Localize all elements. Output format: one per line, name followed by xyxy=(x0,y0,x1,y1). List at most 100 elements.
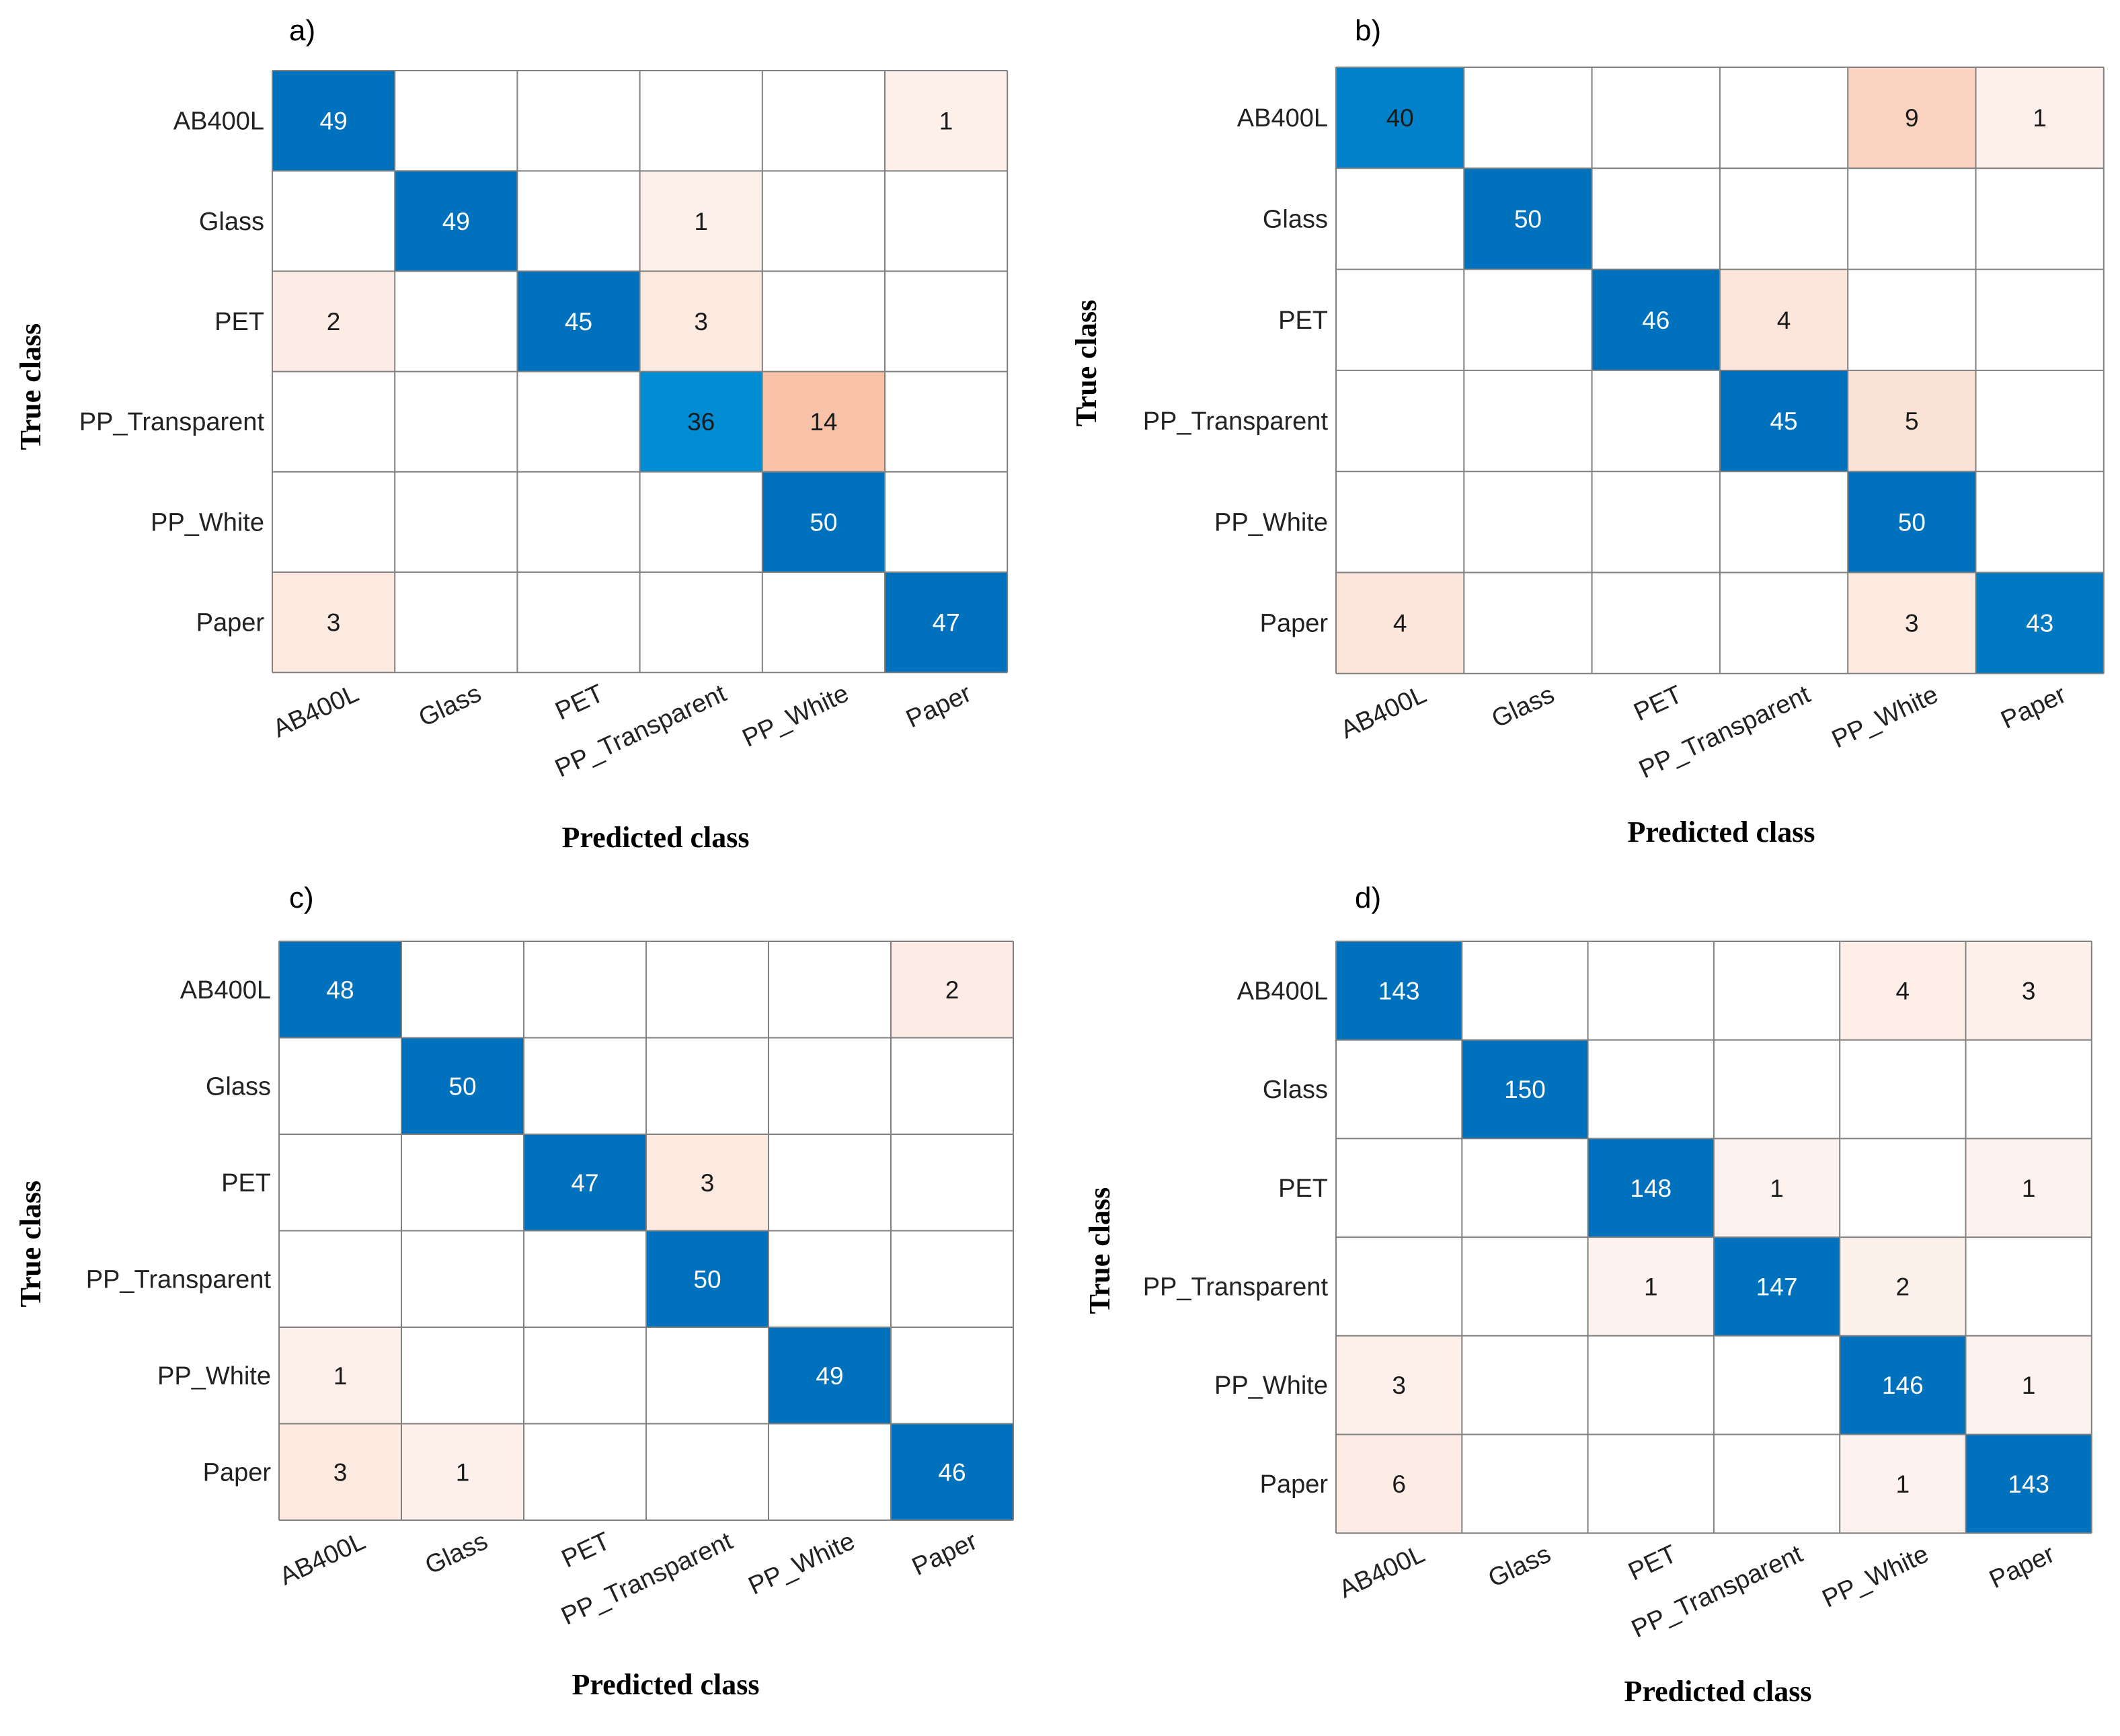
matrix-cell xyxy=(1336,67,1464,169)
matrix-cell xyxy=(1848,572,1976,674)
cell-value-label: 2 xyxy=(1896,1273,1910,1300)
matrix-cell xyxy=(1587,1039,1714,1139)
matrix-cell xyxy=(1719,168,1848,270)
matrix-cell xyxy=(639,371,762,472)
matrix-cell xyxy=(1975,269,2104,370)
x-tick-label: PP_White xyxy=(1818,1540,1933,1613)
cell-value-label: 147 xyxy=(1756,1273,1798,1300)
matrix-cell xyxy=(891,1037,1013,1134)
matrix-cell xyxy=(524,1327,646,1424)
matrix-cell xyxy=(1713,1039,1840,1139)
cell-value-label: 45 xyxy=(1770,407,1797,435)
y-axis-title: True class xyxy=(14,323,47,450)
matrix-cell xyxy=(1336,471,1464,573)
matrix-cell xyxy=(1713,941,1840,1040)
x-tick-label: PET xyxy=(1630,680,1687,727)
cell-value-label: 146 xyxy=(1882,1372,1924,1399)
cell-value-label: 5 xyxy=(1905,407,1919,435)
matrix-cell xyxy=(395,572,518,673)
matrix-cell xyxy=(639,471,762,572)
matrix-cell xyxy=(1336,941,1462,1040)
y-tick-label: PET xyxy=(221,1169,271,1197)
matrix-cell xyxy=(524,1230,646,1327)
cell-value-label: 4 xyxy=(1393,610,1407,637)
matrix-cell xyxy=(639,572,762,673)
y-axis-title: True class xyxy=(14,1181,47,1308)
matrix-cell xyxy=(1840,1138,1966,1238)
cell-value-label: 3 xyxy=(1392,1372,1406,1399)
matrix-cell xyxy=(891,1134,1013,1231)
x-tick-label: Glass xyxy=(414,679,485,732)
matrix-cell xyxy=(891,1327,1013,1424)
cell-value-label: 36 xyxy=(687,408,715,436)
matrix-cell xyxy=(762,572,885,673)
matrix-cell xyxy=(395,371,518,472)
matrix-cell xyxy=(1336,1237,1462,1336)
matrix-cell xyxy=(1587,941,1714,1040)
matrix-cell xyxy=(279,1327,401,1424)
panel-label: c) xyxy=(289,881,314,914)
matrix-cell xyxy=(646,1230,769,1327)
matrix-cell xyxy=(1462,1039,1588,1139)
y-tick-label: Paper xyxy=(1260,610,1329,638)
matrix-cell xyxy=(517,371,640,472)
matrix-cell xyxy=(1848,471,1976,573)
cell-value-label: 45 xyxy=(565,308,592,336)
matrix-cell xyxy=(1965,941,2092,1040)
matrix-cell xyxy=(1848,168,1976,270)
x-tick-label: PP_White xyxy=(1828,680,1942,754)
matrix-cell xyxy=(1336,269,1464,370)
matrix-cell xyxy=(401,941,524,1038)
cell-value-label: 1 xyxy=(1770,1175,1784,1202)
cell-value-label: 47 xyxy=(571,1169,598,1197)
y-tick-label: Glass xyxy=(199,208,264,236)
y-tick-label: PP_White xyxy=(1214,1372,1328,1400)
cell-value-label: 46 xyxy=(938,1458,966,1486)
matrix-cell xyxy=(517,572,640,673)
matrix-cell xyxy=(1464,572,1592,674)
matrix-cell xyxy=(401,1037,524,1134)
matrix-cell xyxy=(1975,370,2104,472)
matrix-cell xyxy=(646,1423,769,1520)
matrix-cell xyxy=(769,1037,891,1134)
cell-value-label: 1 xyxy=(2022,1175,2036,1202)
cell-value-label: 3 xyxy=(694,308,708,336)
matrix-cell xyxy=(1592,67,1720,169)
matrix-cell xyxy=(401,1134,524,1231)
x-tick-label: PET xyxy=(557,1527,615,1573)
matrix-cell xyxy=(646,1134,769,1231)
cell-value-label: 9 xyxy=(1905,104,1919,132)
matrix-cell xyxy=(524,1423,646,1520)
matrix-cell xyxy=(1840,1434,1966,1534)
y-tick-label: Paper xyxy=(196,609,265,637)
matrix-cell xyxy=(1965,1138,2092,1238)
matrix-cell xyxy=(885,71,1008,171)
matrix-cell xyxy=(1965,1335,2092,1435)
matrix-cell xyxy=(517,271,640,372)
matrix-cell xyxy=(646,1037,769,1134)
y-tick-label: PP_White xyxy=(151,508,264,537)
cell-value-label: 1 xyxy=(2022,1372,2036,1399)
matrix-cell xyxy=(1464,168,1592,270)
cell-value-label: 14 xyxy=(810,408,837,436)
matrix-cell xyxy=(1719,67,1848,169)
y-tick-label: PET xyxy=(214,308,264,336)
matrix-cell xyxy=(1965,1434,2092,1534)
cell-value-label: 49 xyxy=(816,1362,843,1390)
matrix-cell xyxy=(1848,370,1976,472)
panel-label: d) xyxy=(1355,881,1381,914)
matrix-cell xyxy=(395,71,518,171)
matrix-cell xyxy=(769,1134,891,1231)
matrix-cell xyxy=(401,1327,524,1424)
matrix-cell xyxy=(1464,269,1592,370)
matrix-cell xyxy=(639,71,762,171)
matrix-cell xyxy=(517,171,640,272)
cell-value-label: 143 xyxy=(1378,977,1420,1004)
cell-value-label: 46 xyxy=(1642,307,1670,334)
matrix-cell xyxy=(1713,1237,1840,1336)
matrix-cell xyxy=(639,271,762,372)
x-axis-title: Predicted class xyxy=(1624,1675,1811,1708)
x-tick-label: Paper xyxy=(1986,1540,2059,1594)
